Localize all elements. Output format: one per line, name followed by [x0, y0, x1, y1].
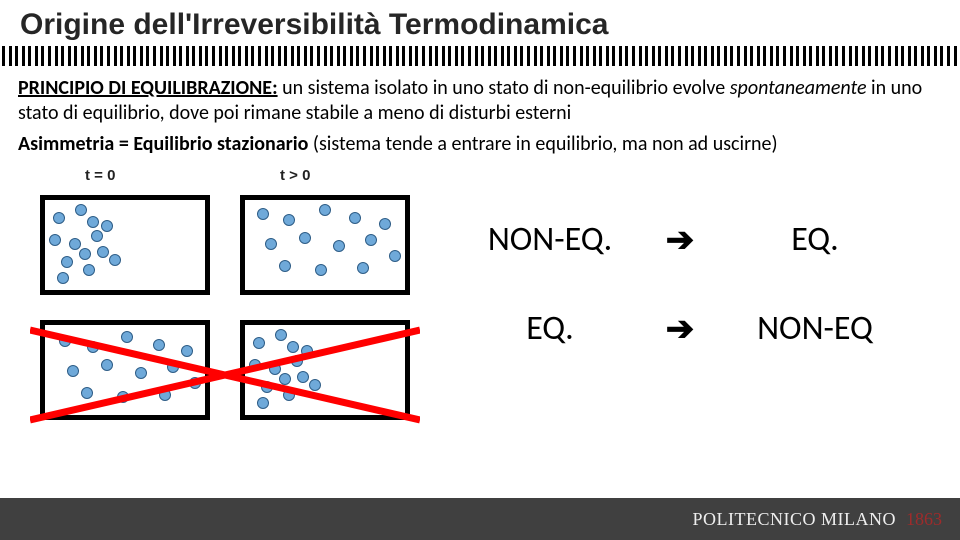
- state-r1c1: NON-EQ.: [455, 219, 645, 260]
- footer-logo: POLITECNICO MILANO: [693, 509, 896, 530]
- principle-paragraph: PRINCIPIO DI EQUILIBRAZIONE: un sistema …: [18, 76, 942, 126]
- diagram-column: t = 0 t > 0: [10, 165, 450, 440]
- footer-year: 1863: [906, 509, 942, 530]
- states-column: NON-EQ. ➔ EQ. EQ. ➔ NON-EQ: [450, 165, 942, 440]
- state-r2c3: NON-EQ: [715, 308, 915, 349]
- time-label-t1: t > 0: [280, 167, 310, 184]
- asymmetry-label: Asimmetria = Equilibrio stazionario: [18, 132, 308, 156]
- principle-italic: spontaneamente: [730, 76, 867, 100]
- content-row: t = 0 t > 0 NON-EQ. ➔ EQ. EQ. ➔ NON-EQ: [0, 157, 960, 440]
- time-label-t0: t = 0: [85, 167, 115, 184]
- state-grid: NON-EQ. ➔ EQ. EQ. ➔ NON-EQ: [455, 219, 942, 349]
- arrow-icon: ➔: [645, 309, 715, 349]
- state-r2c1: EQ.: [455, 308, 645, 349]
- tick-strip: [0, 46, 960, 66]
- particle-box-1a: [40, 195, 210, 295]
- particle-box-2a: [40, 320, 210, 420]
- state-r1c3: EQ.: [715, 219, 915, 260]
- particle-box-2b: [240, 320, 410, 420]
- particle-box-1b: [240, 195, 410, 295]
- asymmetry-rest: (sistema tende a entrare in equilibrio, …: [308, 132, 777, 156]
- arrow-icon: ➔: [645, 220, 715, 260]
- principle-rest-1: un sistema isolato in uno stato di non-e…: [278, 76, 730, 100]
- body-text: PRINCIPIO DI EQUILIBRAZIONE: un sistema …: [0, 66, 960, 157]
- footer-bar: POLITECNICO MILANO 1863: [0, 498, 960, 540]
- asymmetry-paragraph: Asimmetria = Equilibrio stazionario (sis…: [18, 132, 942, 157]
- title-text: Origine dell'Irreversibilità Termodinami…: [20, 8, 608, 41]
- slide-title: Origine dell'Irreversibilità Termodinami…: [0, 0, 960, 46]
- principle-label: PRINCIPIO DI EQUILIBRAZIONE:: [18, 76, 278, 100]
